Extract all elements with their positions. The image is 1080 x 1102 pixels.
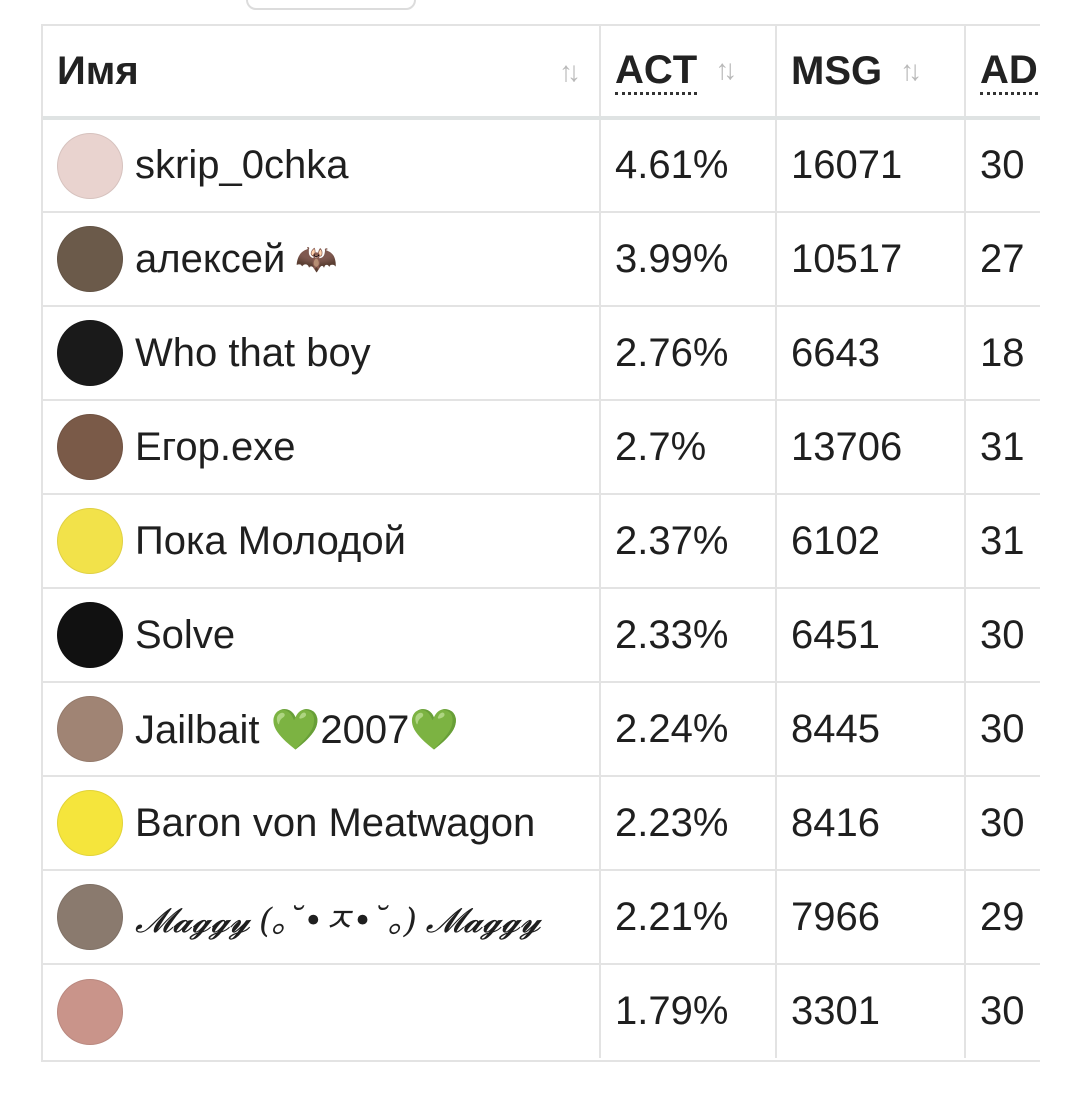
user-info: Baron von Meatwagon [57, 790, 598, 856]
username: skrip_0chka [135, 143, 349, 187]
cell-act: 2.37% [600, 494, 777, 589]
cell-name: Егор.exe [43, 400, 601, 495]
cell-act: 2.23% [600, 776, 777, 871]
cell-name: Пока Молодой [43, 494, 601, 589]
table-row[interactable]: skrip_0chka 4.61% 16071 30 [43, 118, 1040, 213]
cell-name: Jailbait 💚2007💚 [43, 682, 601, 777]
avatar[interactable] [57, 226, 123, 292]
cell-act: 2.24% [600, 682, 777, 777]
user-info: 𝓜𝓪𝓰𝓰𝔂 (｡˘•ㅈ•˘｡) 𝓜𝓪𝓰𝓰𝔂 [57, 884, 598, 950]
username: Solve [135, 612, 236, 657]
avatar[interactable] [57, 978, 123, 1045]
cell-name: Solve [43, 588, 601, 683]
username: 𝓜𝓪𝓰𝓰𝔂 (｡˘•ㅈ•˘｡) 𝓜𝓪𝓰𝓰𝔂 [135, 900, 541, 941]
table-row[interactable]: Пока Молодой 2.37% 6102 31 [43, 494, 1040, 589]
cell-act: 3.99% [600, 212, 777, 307]
cell-act: 2.21% [600, 870, 777, 965]
avatar[interactable] [57, 508, 123, 574]
user-info: алексей 🦇 [57, 226, 598, 292]
user-info: Jailbait 💚2007💚 [57, 696, 598, 762]
cell-act: 2.7% [600, 400, 777, 495]
table-row[interactable]: Jailbait 💚2007💚 2.24% 8445 30 [43, 682, 1040, 777]
cell-ad: 29 [965, 870, 1040, 965]
sort-arrows-icon[interactable]: ↑↓ [559, 56, 581, 87]
cell-ad: 30 [965, 776, 1040, 871]
user-info: skrip_0chka [57, 132, 598, 199]
user-info: Пока Молодой [57, 508, 598, 574]
cell-ad: 27 [965, 212, 1040, 307]
table-row[interactable]: алексей 🦇 3.99% 10517 27 [43, 212, 1040, 307]
cell-act: 1.79% [600, 964, 777, 1058]
column-header-act-label: ACT [615, 50, 698, 95]
avatar[interactable] [57, 884, 123, 950]
column-header-name-label: Имя [57, 48, 139, 93]
cell-msg: 6643 [776, 306, 966, 401]
username: Пока Молодой [135, 518, 406, 563]
username: Jailbait 💚2007💚 [135, 707, 460, 752]
cell-msg: 13706 [776, 400, 966, 495]
stats-table-container: Имя ↑↓ ACT ↑↓ MSG ↑↓ AD skrip_0chka 4.61% 16… [41, 24, 1040, 1062]
cell-msg: 8445 [776, 682, 966, 777]
cell-name: 𝓜𝓪𝓰𝓰𝔂 (｡˘•ㅈ•˘｡) 𝓜𝓪𝓰𝓰𝔂 [43, 870, 601, 965]
table-row[interactable]: Baron von Meatwagon 2.23% 8416 30 [43, 776, 1040, 871]
cell-act: 4.61% [600, 118, 777, 213]
avatar[interactable] [57, 790, 123, 856]
cell-act: 2.33% [600, 588, 777, 683]
column-header-msg[interactable]: MSG ↑↓ [776, 26, 966, 120]
table-row[interactable]: Solve 2.33% 6451 30 [43, 588, 1040, 683]
cell-name: Who that boy [43, 306, 601, 401]
column-header-act[interactable]: ACT ↑↓ [600, 26, 777, 120]
cell-ad: 30 [965, 588, 1040, 683]
cell-msg: 16071 [776, 118, 966, 213]
cell-name: skrip_0chka [43, 118, 601, 213]
avatar[interactable] [57, 602, 123, 668]
cell-ad: 31 [965, 400, 1040, 495]
cell-msg: 3301 [776, 964, 966, 1058]
cell-ad: 31 [965, 494, 1040, 589]
cell-ad: 18 [965, 306, 1040, 401]
user-info [57, 978, 598, 1045]
stats-table: Имя ↑↓ ACT ↑↓ MSG ↑↓ AD skrip_0chka 4.61% 16… [43, 26, 1040, 1058]
user-info: Егор.exe [57, 414, 598, 480]
bat-emoji-icon: 🦇 [295, 240, 338, 278]
column-header-name[interactable]: Имя ↑↓ [43, 26, 601, 120]
table-row[interactable]: 1.79% 3301 30 [43, 964, 1040, 1058]
column-header-msg-label: MSG [791, 48, 883, 93]
cell-name: алексей 🦇 [43, 212, 601, 307]
username: Who that boy [135, 330, 371, 375]
username: алексей [135, 236, 286, 281]
avatar[interactable] [57, 132, 123, 199]
cell-name: Baron von Meatwagon [43, 776, 601, 871]
avatar[interactable] [57, 414, 123, 480]
cell-msg: 7966 [776, 870, 966, 965]
table-row[interactable]: Егор.exe 2.7% 13706 31 [43, 400, 1040, 495]
cell-msg: 6102 [776, 494, 966, 589]
cell-msg: 10517 [776, 212, 966, 307]
cell-msg: 6451 [776, 588, 966, 683]
column-header-ad-label: AD [980, 50, 1038, 95]
sort-arrows-icon[interactable]: ↑↓ [900, 54, 922, 86]
table-header-row: Имя ↑↓ ACT ↑↓ MSG ↑↓ AD [43, 26, 1040, 120]
avatar[interactable] [57, 320, 123, 386]
column-header-ad[interactable]: AD [965, 26, 1040, 120]
cell-ad: 30 [965, 964, 1040, 1058]
table-row[interactable]: 𝓜𝓪𝓰𝓰𝔂 (｡˘•ㅈ•˘｡) 𝓜𝓪𝓰𝓰𝔂 2.21% 7966 29 [43, 870, 1040, 965]
user-info: Solve [57, 602, 598, 668]
cell-name [43, 964, 601, 1058]
cell-msg: 8416 [776, 776, 966, 871]
username: Егор.exe [135, 424, 296, 469]
sort-arrows-icon[interactable]: ↑↓ [715, 53, 737, 85]
avatar[interactable] [57, 696, 123, 762]
table-row[interactable]: Who that boy 2.76% 6643 18 [43, 306, 1040, 401]
username: Baron von Meatwagon [135, 800, 536, 845]
top-pill-control[interactable] [246, 0, 416, 10]
cell-ad: 30 [965, 118, 1040, 213]
user-info: Who that boy [57, 320, 598, 386]
cell-act: 2.76% [600, 306, 777, 401]
cell-ad: 30 [965, 682, 1040, 777]
